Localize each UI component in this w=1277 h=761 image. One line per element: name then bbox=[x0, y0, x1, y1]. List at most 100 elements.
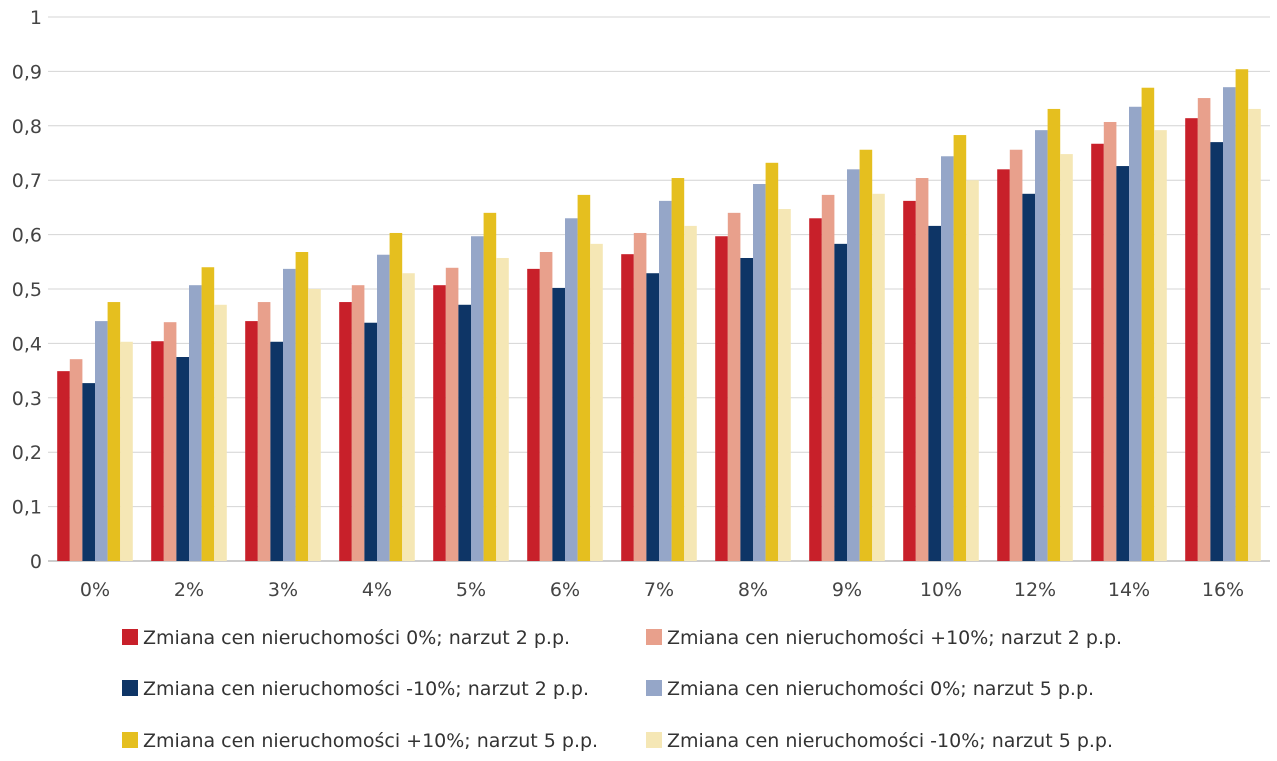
bar bbox=[1248, 108, 1261, 561]
bar bbox=[1235, 69, 1249, 561]
bar bbox=[214, 304, 227, 561]
bar bbox=[107, 302, 121, 561]
bar bbox=[1141, 87, 1155, 561]
x-tick-label: 9% bbox=[832, 579, 862, 601]
bar bbox=[295, 252, 309, 561]
bar bbox=[201, 267, 215, 561]
bar bbox=[765, 162, 779, 562]
bar bbox=[659, 200, 672, 561]
bar bbox=[496, 257, 509, 561]
bar bbox=[621, 254, 634, 561]
bar bbox=[151, 341, 164, 561]
x-tick-label: 7% bbox=[644, 579, 674, 601]
bar bbox=[1154, 130, 1167, 562]
bar bbox=[915, 178, 929, 562]
bar bbox=[245, 321, 258, 561]
bar bbox=[684, 225, 697, 561]
x-tick-label: 5% bbox=[456, 579, 486, 601]
bar bbox=[364, 322, 377, 561]
bar bbox=[402, 273, 415, 561]
bar bbox=[458, 304, 471, 561]
bar bbox=[577, 194, 591, 561]
y-tick-label: 0 bbox=[30, 551, 42, 573]
bar bbox=[539, 252, 553, 561]
bar bbox=[1210, 142, 1223, 561]
legend-label: Zmiana cen nieruchomości -10%; narzut 2 … bbox=[143, 678, 589, 700]
bar bbox=[1197, 98, 1211, 561]
bar bbox=[1103, 121, 1117, 561]
bar bbox=[339, 302, 352, 561]
legend-label: Zmiana cen nieruchomości -10%; narzut 5 … bbox=[667, 730, 1113, 752]
y-tick-label: 0,3 bbox=[12, 388, 42, 410]
bar bbox=[377, 254, 390, 561]
y-tick-label: 0,7 bbox=[12, 170, 42, 192]
bar bbox=[189, 285, 202, 561]
x-tick-label: 10% bbox=[920, 579, 962, 601]
legend-swatch bbox=[646, 629, 662, 645]
x-tick-label: 14% bbox=[1108, 579, 1150, 601]
bar bbox=[778, 209, 791, 562]
bar bbox=[351, 285, 365, 561]
x-tick-label: 12% bbox=[1014, 579, 1056, 601]
bar bbox=[283, 268, 296, 561]
bar bbox=[270, 341, 283, 561]
bar bbox=[847, 169, 860, 561]
bar bbox=[433, 285, 446, 561]
bar bbox=[633, 232, 647, 561]
legend-swatch bbox=[646, 680, 662, 696]
bar bbox=[941, 156, 954, 561]
bar bbox=[389, 232, 403, 561]
bar bbox=[834, 243, 847, 561]
legend-label: Zmiana cen nieruchomości 0%; narzut 5 p.… bbox=[667, 678, 1094, 700]
bar bbox=[483, 212, 497, 561]
bar bbox=[1009, 149, 1023, 561]
x-tick-label: 3% bbox=[268, 579, 298, 601]
x-tick-label: 0% bbox=[80, 579, 110, 601]
bar bbox=[1035, 130, 1048, 562]
bar bbox=[163, 322, 177, 561]
bar bbox=[1116, 166, 1129, 561]
x-tick-label: 6% bbox=[550, 579, 580, 601]
legend-swatch bbox=[122, 680, 138, 696]
bar bbox=[903, 200, 916, 561]
bar bbox=[1091, 143, 1104, 561]
bar bbox=[308, 289, 321, 561]
legend-swatch bbox=[122, 629, 138, 645]
bar bbox=[82, 383, 95, 561]
bar bbox=[715, 236, 728, 561]
bar bbox=[646, 273, 659, 561]
bar bbox=[257, 302, 271, 561]
bar bbox=[120, 341, 133, 561]
bar bbox=[176, 357, 189, 561]
y-tick-label: 1 bbox=[30, 7, 42, 29]
bar bbox=[809, 218, 822, 561]
bar bbox=[95, 321, 108, 561]
x-tick-label: 2% bbox=[174, 579, 204, 601]
bar bbox=[821, 194, 835, 561]
bar bbox=[565, 218, 578, 561]
x-tick-label: 4% bbox=[362, 579, 392, 601]
y-tick-label: 0,1 bbox=[12, 497, 42, 519]
bar bbox=[966, 180, 979, 561]
legend-label: Zmiana cen nieruchomości 0%; narzut 2 p.… bbox=[143, 627, 570, 649]
x-tick-label: 8% bbox=[738, 579, 768, 601]
bar bbox=[445, 267, 459, 561]
legend-label: Zmiana cen nieruchomości +10%; narzut 5 … bbox=[143, 730, 598, 752]
bar bbox=[928, 225, 941, 561]
bar bbox=[471, 236, 484, 561]
legend-swatch bbox=[122, 732, 138, 748]
bar bbox=[872, 193, 885, 562]
y-tick-label: 0,8 bbox=[12, 116, 42, 138]
bar bbox=[1060, 154, 1073, 561]
bar bbox=[859, 149, 873, 561]
bar bbox=[997, 169, 1010, 561]
bar bbox=[1223, 87, 1236, 562]
y-tick-label: 0,5 bbox=[12, 279, 42, 301]
bar bbox=[69, 359, 83, 561]
bar bbox=[57, 371, 70, 561]
x-tick-label: 16% bbox=[1202, 579, 1244, 601]
bar bbox=[1129, 106, 1142, 561]
y-tick-label: 0,6 bbox=[12, 225, 42, 247]
bar bbox=[753, 184, 766, 561]
